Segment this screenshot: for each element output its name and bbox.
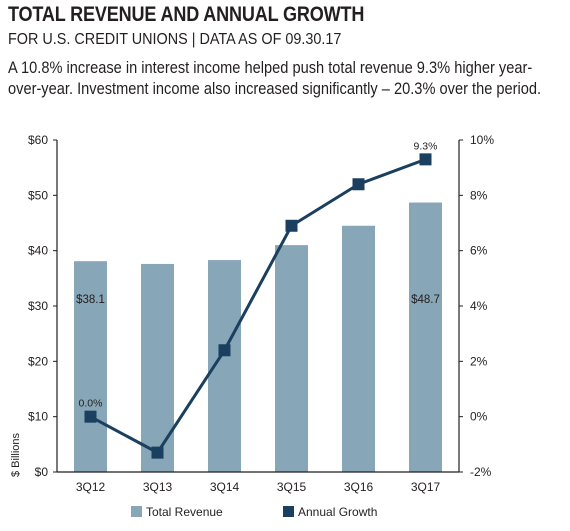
- left-tick-label: $50: [28, 188, 48, 202]
- bar-3Q15: [275, 245, 308, 472]
- bar-3Q16: [342, 225, 375, 472]
- revenue-bars: [74, 202, 442, 472]
- right-tick-label: 6%: [470, 244, 488, 258]
- x-tick-label: 3Q16: [344, 480, 374, 494]
- chart-title: TOTAL REVENUE AND ANNUAL GROWTH: [8, 3, 365, 26]
- bar-3Q13: [141, 263, 174, 472]
- left-tick-label: $30: [28, 299, 48, 313]
- growth-value-label: 9.3%: [414, 140, 438, 152]
- right-tick-label: -2%: [470, 465, 492, 479]
- x-tick-label: 3Q17: [411, 480, 441, 494]
- bar-3Q17: [409, 202, 442, 472]
- bar-value-label: $48.7: [411, 294, 440, 306]
- left-tick-label: $20: [28, 354, 48, 368]
- x-tick-label: 3Q15: [277, 480, 307, 494]
- bar-value-label: $38.1: [76, 294, 105, 306]
- growth-polyline: [89, 157, 427, 455]
- left-tick-label: $40: [28, 244, 48, 258]
- legend-swatch-annual-growth: [283, 506, 294, 517]
- x-tick-label: 3Q13: [143, 480, 173, 494]
- chart-subtitle: FOR U.S. CREDIT UNIONS | DATA AS OF 09.3…: [8, 31, 342, 48]
- x-tick-label: 3Q14: [210, 480, 240, 494]
- growth-line: [84, 153, 432, 459]
- right-tick-label: 4%: [470, 299, 488, 313]
- growth-marker-3Q17: [419, 153, 432, 166]
- legend-label-annual-growth: Annual Growth: [298, 505, 377, 519]
- chart-axes: $0 $10 $20 $30 $40 $50 $60 -2% 0% 2% 4% 6% 8% 10% 3Q12…: [10, 133, 494, 494]
- growth-marker-3Q16: [352, 178, 365, 191]
- right-tick-label: 0%: [470, 410, 488, 424]
- left-tick-label: $60: [28, 133, 48, 147]
- growth-marker-3Q14: [218, 344, 231, 357]
- growth-marker-3Q12: [84, 410, 97, 423]
- chart-legend: Total Revenue Annual Growth: [131, 505, 377, 519]
- growth-value-label: 0.0%: [79, 398, 103, 410]
- left-tick-label: $0: [35, 465, 49, 479]
- left-tick-label: $10: [28, 410, 48, 424]
- chart-labels: $38.1 $48.7 0.0% 9.3%: [76, 140, 440, 409]
- right-tick-label: 8%: [470, 188, 488, 202]
- legend-swatch-total-revenue: [131, 506, 142, 517]
- x-tick-label: 3Q12: [76, 480, 106, 494]
- growth-marker-3Q13: [151, 446, 164, 459]
- chart-description: A 10.8% increase in interest income help…: [8, 58, 542, 98]
- right-tick-label: 2%: [470, 354, 488, 368]
- legend-label-total-revenue: Total Revenue: [146, 505, 223, 519]
- growth-marker-3Q15: [285, 219, 298, 232]
- left-axis-title: $ Billions: [10, 432, 22, 477]
- bar-3Q12: [74, 261, 107, 472]
- right-tick-label: 10%: [470, 133, 494, 147]
